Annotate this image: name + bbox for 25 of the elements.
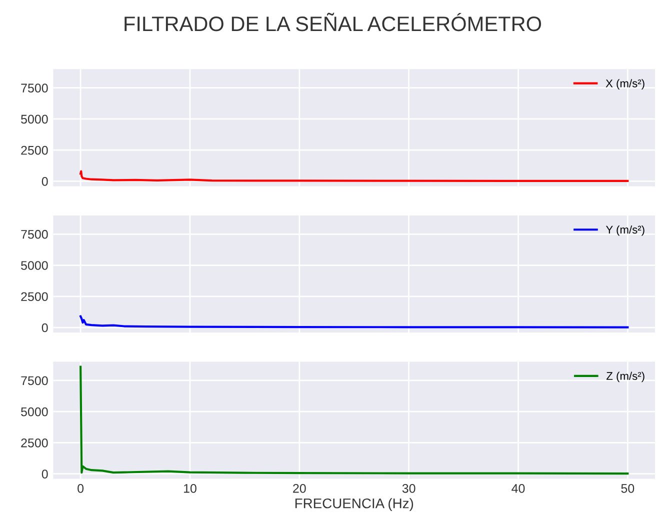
x-tick-label: 10 <box>184 484 196 493</box>
y-tick-label: 7500 <box>21 84 48 92</box>
x-tick-label: 20 <box>293 484 306 493</box>
y-tick-label: 5000 <box>21 261 48 270</box>
y-tick-label: 7500 <box>21 376 48 386</box>
chart-title: FILTRADO DE LA SEÑAL ACELERÓMETRO <box>124 12 542 32</box>
legend-label: Z (m/s²) <box>606 372 644 382</box>
y-tick-label: 0 <box>42 470 48 478</box>
y-tick-label: 2500 <box>21 438 48 448</box>
legend-label: X (m/s²) <box>606 79 644 90</box>
y-tick-label: 2500 <box>21 146 48 155</box>
y-tick-label: 7500 <box>21 230 48 239</box>
y-tick-label: 2500 <box>21 292 48 302</box>
x-tick-label: 50 <box>621 484 634 493</box>
legend-label: Y (m/s²) <box>606 225 644 236</box>
x-tick-label: 30 <box>402 484 416 493</box>
line-series <box>80 315 629 328</box>
x-tick-label: 0 <box>78 484 84 493</box>
y-tick-label: 5000 <box>21 407 48 416</box>
y-tick-label: 0 <box>42 323 48 332</box>
x-tick-label: 40 <box>512 484 525 493</box>
y-tick-label: 0 <box>42 177 48 186</box>
line-series <box>80 170 629 182</box>
x-axis-title: FRECUENCIA (Hz) <box>295 498 414 512</box>
y-tick-label: 5000 <box>21 114 48 124</box>
